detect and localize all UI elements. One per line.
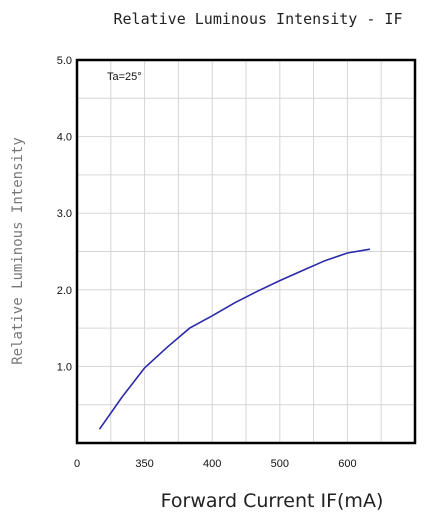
x-tick-label: 350 (135, 458, 153, 470)
plot-frame (75, 58, 417, 445)
y-tick-label: 4.0 (57, 132, 72, 144)
series-line (98, 248, 371, 430)
y-tick-labels: 1.0 2.0 3.0 4.0 5.0 (57, 55, 72, 373)
x-tick-label: 400 (203, 458, 221, 470)
x-tick-label: 600 (338, 458, 356, 470)
grid (77, 60, 415, 443)
series-layer (98, 248, 371, 430)
x-tick-labels: 0 350 400 500 600 (74, 458, 357, 470)
temperature-annotation: Ta=25° (107, 71, 142, 83)
x-tick-label: 500 (271, 458, 289, 470)
y-tick-label: 2.0 (57, 285, 72, 297)
chart-title: Relative Luminous Intensity - IF (114, 10, 403, 28)
y-tick-label: 3.0 (57, 208, 72, 220)
y-tick-label: 5.0 (57, 55, 72, 67)
x-tick-label: 0 (74, 458, 80, 470)
x-axis-label: Forward Current IF(mA) (161, 490, 384, 512)
y-tick-label: 1.0 (57, 361, 72, 373)
y-axis-label: Relative Luminous Intensity (10, 137, 26, 365)
